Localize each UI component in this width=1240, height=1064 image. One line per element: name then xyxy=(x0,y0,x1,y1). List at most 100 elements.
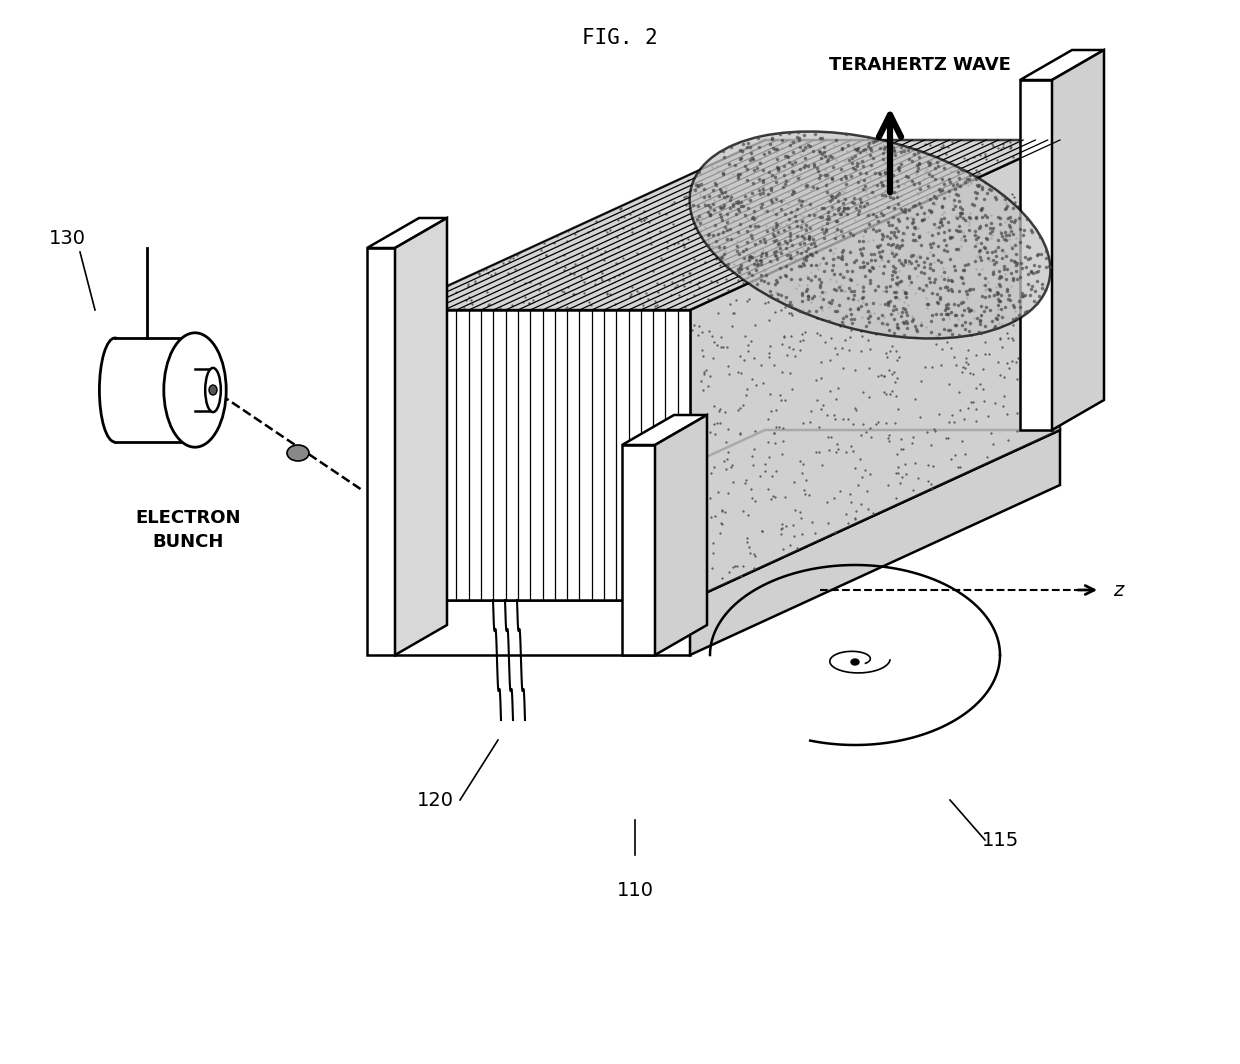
Point xyxy=(781,261,801,278)
Point xyxy=(851,298,870,315)
Point xyxy=(992,228,1012,245)
Point xyxy=(945,181,965,198)
Point xyxy=(790,271,810,288)
Point xyxy=(970,316,990,333)
Point xyxy=(884,183,904,200)
Point xyxy=(899,150,919,167)
Point xyxy=(790,160,810,177)
Point xyxy=(729,203,749,220)
Point xyxy=(825,188,844,205)
Point xyxy=(1018,266,1038,283)
Point xyxy=(823,256,843,273)
Point xyxy=(816,220,836,237)
Point xyxy=(751,267,771,284)
Point xyxy=(963,197,983,214)
Point xyxy=(835,190,854,207)
Point xyxy=(909,280,929,297)
Point xyxy=(939,170,959,187)
Point xyxy=(701,206,720,223)
Point xyxy=(804,157,823,174)
Point xyxy=(780,228,800,245)
Point xyxy=(718,255,738,272)
Point xyxy=(931,253,951,270)
Point xyxy=(921,168,941,185)
Point xyxy=(785,154,805,171)
Point xyxy=(988,293,1008,310)
Point xyxy=(911,264,931,281)
Point xyxy=(909,154,929,171)
Point xyxy=(898,210,918,227)
Point xyxy=(988,209,1008,226)
Point xyxy=(882,223,901,240)
Point xyxy=(952,306,972,323)
Point xyxy=(941,303,961,320)
Point xyxy=(820,148,839,165)
Point xyxy=(961,167,981,184)
Point xyxy=(888,223,908,240)
Point xyxy=(755,266,775,283)
Point xyxy=(810,130,830,147)
Point xyxy=(715,218,735,235)
Point xyxy=(789,169,808,186)
Point xyxy=(730,261,750,278)
Point xyxy=(967,184,987,201)
Point xyxy=(774,178,794,195)
Point xyxy=(932,198,952,215)
Point xyxy=(763,226,782,243)
Point xyxy=(889,273,909,290)
Point xyxy=(1003,200,1023,217)
Point xyxy=(987,311,1007,328)
Point xyxy=(713,198,733,215)
Point xyxy=(709,205,729,222)
Point xyxy=(751,198,771,215)
Point xyxy=(735,157,755,174)
Point xyxy=(1013,284,1033,301)
Point xyxy=(982,215,1002,232)
Point xyxy=(975,302,994,319)
Point xyxy=(766,242,786,259)
Point xyxy=(1035,250,1055,267)
Point xyxy=(884,311,904,328)
Point xyxy=(1021,263,1040,280)
Point xyxy=(774,221,794,238)
Point xyxy=(929,219,949,236)
Point xyxy=(709,238,729,255)
Point xyxy=(870,139,890,156)
Point xyxy=(1032,276,1052,293)
Point xyxy=(790,138,810,155)
Point xyxy=(838,199,858,216)
Point xyxy=(1017,259,1037,276)
Point xyxy=(794,159,813,176)
Point xyxy=(982,244,1002,261)
Point xyxy=(842,194,862,211)
Point xyxy=(847,157,867,174)
Point xyxy=(825,230,844,247)
Point xyxy=(841,271,861,288)
Point xyxy=(828,193,848,210)
Point xyxy=(786,213,806,230)
Point xyxy=(804,179,823,196)
Point xyxy=(889,213,909,230)
Point xyxy=(742,227,761,244)
Point xyxy=(811,299,831,316)
Point xyxy=(970,220,990,237)
Point xyxy=(1029,287,1049,304)
Point xyxy=(764,227,784,244)
Point xyxy=(976,206,996,223)
Point xyxy=(841,225,861,242)
Point xyxy=(898,142,918,159)
Point xyxy=(688,178,708,195)
Text: 115: 115 xyxy=(981,831,1018,849)
Point xyxy=(878,172,898,189)
Point xyxy=(714,148,734,165)
Ellipse shape xyxy=(99,338,130,442)
Point xyxy=(887,318,906,335)
Point xyxy=(730,150,750,167)
Point xyxy=(807,160,827,177)
Point xyxy=(1028,263,1048,280)
Point xyxy=(720,230,740,247)
Point xyxy=(996,270,1016,287)
Point xyxy=(862,245,882,262)
Point xyxy=(905,317,925,334)
Point xyxy=(766,219,786,236)
